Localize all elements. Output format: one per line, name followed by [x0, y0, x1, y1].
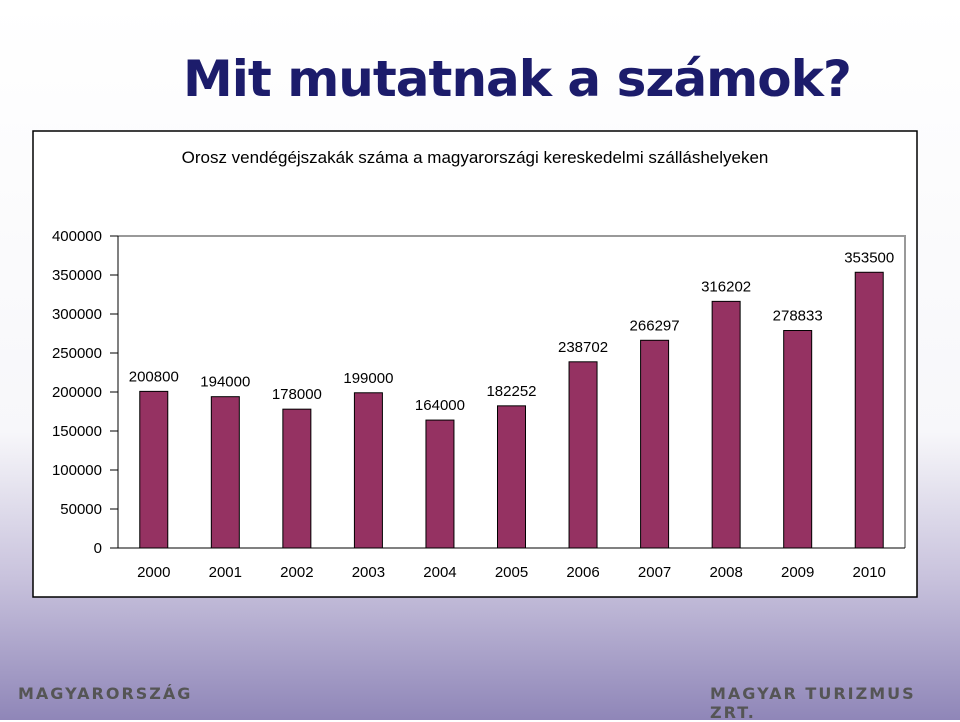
bar	[854, 271, 884, 549]
plot-frame	[118, 235, 906, 548]
x-tick-label: 2008	[709, 564, 742, 581]
bar	[210, 396, 240, 549]
x-tick-label: 2002	[280, 564, 313, 581]
y-tick-label: 100000	[52, 462, 102, 479]
value-label: 316202	[701, 278, 751, 295]
value-label: 238702	[558, 339, 608, 356]
value-label: 199000	[343, 370, 393, 387]
y-tick-label: 350000	[52, 267, 102, 284]
bar	[282, 408, 312, 549]
y-tick-label: 0	[94, 540, 102, 557]
bar	[497, 405, 526, 549]
value-label: 182252	[486, 383, 536, 400]
left-logo: MAGYARORSZÁG	[18, 684, 193, 703]
bar	[353, 392, 383, 549]
x-tick-label: 2007	[638, 564, 671, 581]
x-tick-label: 2009	[781, 564, 814, 581]
value-label: 164000	[415, 397, 465, 414]
chart-title: Orosz vendégéjszakák száma a magyarorszá…	[181, 148, 769, 167]
bar	[711, 300, 741, 549]
chart-title-box: Orosz vendégéjszakák száma a magyarorszá…	[181, 148, 769, 167]
value-label: 200800	[129, 368, 179, 385]
chart-frame	[32, 130, 918, 598]
y-tick-label: 400000	[52, 228, 102, 245]
value-label: 194000	[200, 374, 250, 391]
bar	[139, 390, 169, 549]
x-tick-label: 2004	[423, 564, 456, 581]
y-tick-label: 300000	[52, 306, 102, 323]
bar	[783, 330, 813, 549]
y-tick-label: 200000	[52, 384, 102, 401]
y-tick-label: 250000	[52, 345, 102, 362]
x-tick-label: 2001	[209, 564, 242, 581]
x-tick-label: 2005	[495, 564, 528, 581]
right-logo: MAGYAR TURIZMUS ZRT.	[710, 684, 916, 722]
value-label: 266297	[630, 317, 680, 334]
bar	[640, 339, 670, 549]
value-label: 353500	[844, 249, 894, 266]
bar	[568, 361, 598, 549]
x-tick-label: 2003	[352, 564, 385, 581]
value-label: 178000	[272, 386, 322, 403]
value-label: 278833	[773, 308, 823, 325]
y-tick-label: 150000	[52, 423, 102, 440]
y-tick-label: 50000	[60, 501, 102, 518]
bar	[425, 419, 455, 549]
slide-title: Mit mutatnak a számok?	[183, 50, 852, 108]
x-tick-label: 2010	[853, 564, 886, 581]
x-tick-label: 2006	[566, 564, 599, 581]
x-tick-label: 2000	[137, 564, 170, 581]
